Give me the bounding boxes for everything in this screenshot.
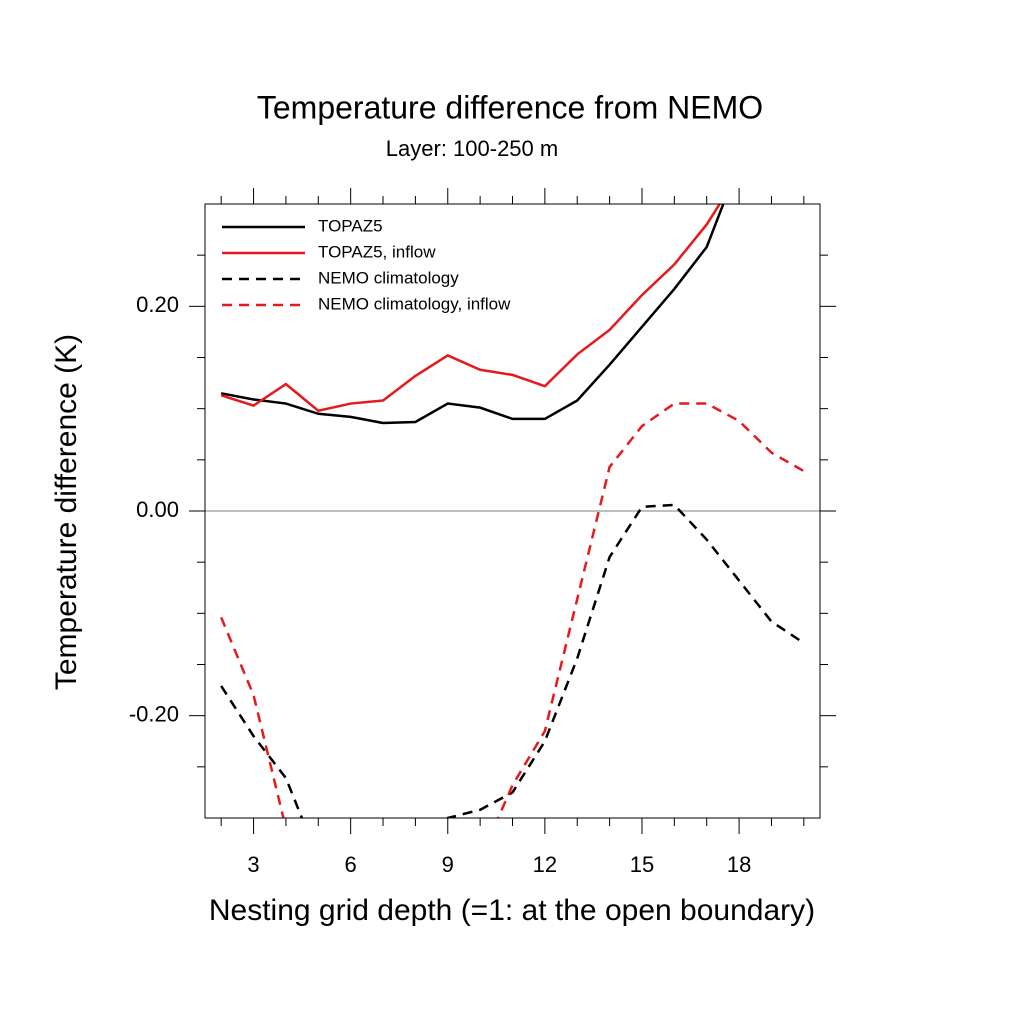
x-tick-label: 9 — [442, 852, 454, 877]
y-tick-label: 0.20 — [136, 292, 179, 317]
plot-lines — [220, 204, 805, 818]
x-tick-label: 3 — [247, 852, 259, 877]
x-tick-label: 15 — [630, 852, 654, 877]
x-tick-label: 6 — [345, 852, 357, 877]
legend-label: NEMO climatology, inflow — [318, 294, 511, 313]
legend-label: NEMO climatology — [318, 268, 459, 287]
chart-subtitle: Layer: 100-250 m — [386, 136, 558, 161]
y-tick-label: 0.00 — [136, 497, 179, 522]
legend-label: TOPAZ5 — [318, 216, 383, 235]
x-axis-label: Nesting grid depth (=1: at the open boun… — [209, 894, 815, 927]
legend-label: TOPAZ5, inflow — [318, 242, 436, 261]
y-tick-label: -0.20 — [129, 701, 179, 726]
line-series — [220, 503, 805, 818]
chart-title: Temperature difference from NEMO — [257, 89, 763, 125]
line-series — [220, 402, 805, 818]
plot-frame — [204, 203, 821, 819]
line-series — [220, 204, 725, 425]
x-tick-label: 18 — [727, 852, 751, 877]
x-tick-label: 12 — [533, 852, 557, 877]
line-series — [220, 204, 722, 413]
y-axis-label: Temperature difference (K) — [50, 334, 83, 690]
